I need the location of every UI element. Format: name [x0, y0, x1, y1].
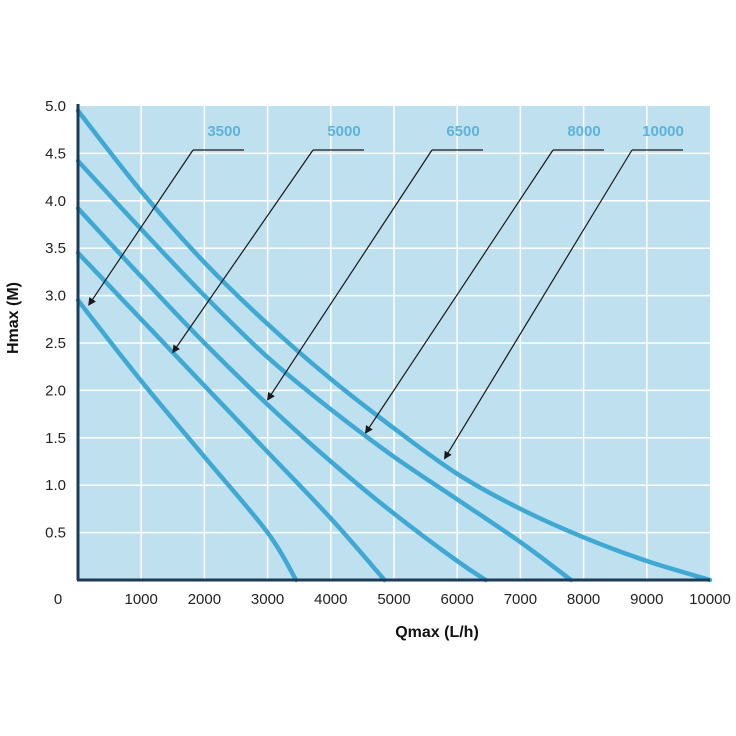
series-label-8000: 8000 [567, 123, 600, 140]
x-tick-label: 9000 [630, 591, 663, 608]
series-label-10000: 10000 [642, 123, 684, 140]
leader-arrow-5000 [172, 149, 314, 354]
series-line-10000 [75, 108, 713, 583]
x-tick-label: 2000 [188, 591, 221, 608]
series-label-3500: 3500 [207, 123, 240, 140]
series-line-6500 [75, 206, 488, 583]
x-axis-title: Qmax (L/h) [395, 624, 479, 641]
x-tick-label: 1000 [125, 591, 158, 608]
y-tick-label: 3.5 [45, 240, 66, 257]
x-tick-label: 7000 [504, 591, 537, 608]
x-tick-label: 0 [54, 591, 62, 608]
y-tick-label: 4.5 [45, 145, 66, 162]
leader-arrow-10000 [444, 149, 633, 460]
x-tick-label: 10000 [689, 591, 731, 608]
grid-lines [78, 106, 710, 580]
y-tick-label: 2.5 [45, 335, 66, 352]
leader-arrow-3500 [88, 149, 194, 306]
y-tick-label: 4.0 [45, 193, 66, 210]
x-tick-label: 3000 [251, 591, 284, 608]
x-tick-label: 8000 [567, 591, 600, 608]
x-tick-label: 5000 [377, 591, 410, 608]
label-leaders [88, 149, 683, 460]
series-labels: 3500 5000 6500 8000 10000 [207, 123, 684, 140]
y-tick-labels: 0.5 1.0 1.5 2.0 2.5 3.0 3.5 4.0 4.5 5.0 [45, 98, 66, 542]
series-label-5000: 5000 [327, 123, 360, 140]
x-tick-label: 6000 [441, 591, 474, 608]
y-tick-label: 5.0 [45, 98, 66, 115]
y-tick-label: 1.5 [45, 430, 66, 447]
y-tick-label: 3.0 [45, 288, 66, 305]
y-axis-title: Hmax (M) [5, 282, 22, 354]
y-tick-label: 1.0 [45, 477, 66, 494]
x-tick-labels: 0 1000 2000 3000 4000 5000 6000 7000 8000 9000 100… [54, 591, 731, 608]
series-lines [75, 108, 713, 583]
y-tick-label: 2.0 [45, 382, 66, 399]
x-tick-label: 4000 [314, 591, 347, 608]
series-label-6500: 6500 [446, 123, 479, 140]
series-line-3500 [75, 298, 299, 583]
axes [76, 104, 710, 582]
y-tick-label: 0.5 [45, 525, 66, 542]
series-line-5000 [75, 250, 387, 583]
series-line-8000 [75, 158, 574, 583]
leader-arrow-6500 [267, 149, 433, 401]
leader-arrow-8000 [365, 149, 554, 434]
